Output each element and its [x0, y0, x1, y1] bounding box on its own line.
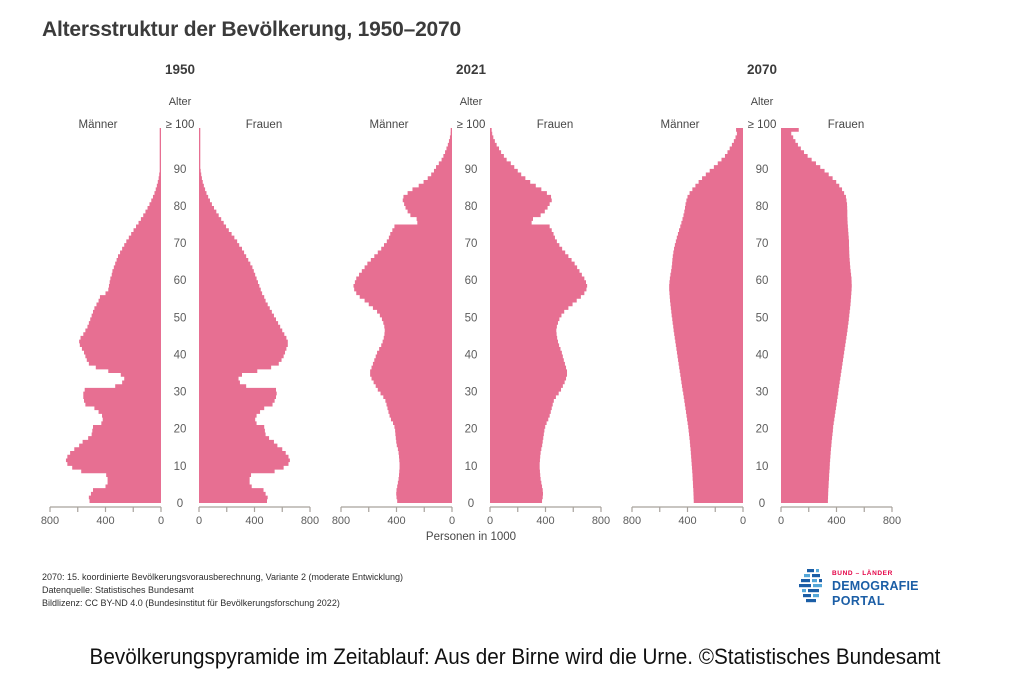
x-axis-tick-label: 800: [41, 515, 59, 527]
x-axis-tick-label: 800: [332, 515, 350, 527]
x-axis-tick-label: 0: [487, 515, 493, 527]
age-tick-label: 50: [174, 312, 187, 324]
age-tick-label: 80: [465, 201, 478, 213]
age-tick-label: 30: [465, 387, 478, 399]
age-tick-label: 40: [756, 349, 769, 361]
age-tick-label: 50: [465, 312, 478, 324]
top-age-label: ≥ 100: [747, 119, 777, 131]
age-axis-title: Alter: [750, 96, 774, 108]
x-axis-tick-label: 800: [623, 515, 641, 527]
demografie-portal-logo: BUND – LÄNDER DEMOGRAFIE PORTAL: [799, 569, 919, 608]
footnote-projection: 2070: 15. koordinierte Bevölkerungsvorau…: [42, 572, 404, 582]
logo-portal-text: PORTAL: [832, 594, 885, 608]
demografie-portal-logo-icon: [799, 569, 822, 603]
top-age-label: ≥ 100: [165, 119, 195, 131]
footnotes: 2070: 15. koordinierte Bevölkerungsvorau…: [42, 571, 403, 610]
age-tick-label: 70: [465, 238, 478, 250]
x-axis-tick-label: 0: [778, 515, 784, 527]
female-shape: [490, 128, 588, 503]
x-axis-tick-label: 0: [740, 515, 746, 527]
x-axis-tick-label: 400: [678, 515, 696, 527]
pyramid-year-label: 2021: [455, 62, 487, 77]
page-title: Altersstruktur der Bevölkerung, 1950–207…: [42, 18, 461, 41]
men-label: Männer: [369, 119, 409, 131]
pyramid-chart-2070: 800 400 0 800 400 0 0 10 20 30 40 50 60 70 80 90: [623, 128, 901, 527]
age-tick-label: 40: [465, 349, 478, 361]
x-axis-tick-label: 400: [245, 515, 263, 527]
age-tick-label: 30: [174, 387, 187, 399]
men-label: Männer: [78, 119, 118, 131]
age-tick-label: 30: [756, 387, 769, 399]
age-tick-label: 80: [174, 201, 187, 213]
x-axis-right: [489, 506, 602, 512]
pyramid-chart-1950: 800 400 0 800 400 0 0 10 20 30 40 50 60 70 80 90: [41, 128, 319, 527]
x-axis-left: [49, 506, 162, 512]
age-axis-title: Alter: [459, 96, 483, 108]
age-tick-label: 0: [759, 498, 765, 510]
age-tick-label: 10: [174, 461, 187, 473]
male-shape: [353, 128, 452, 503]
age-axis-title: Alter: [168, 96, 192, 108]
male-shape: [669, 128, 743, 503]
age-tick-label: 60: [756, 275, 769, 287]
x-axis-tick-label: 0: [158, 515, 164, 527]
age-tick-label: 60: [465, 275, 478, 287]
pyramid-2021: 2021 Alter Männer ≥ 100 Frauen 800 400 0 80…: [325, 60, 617, 570]
top-age-label: ≥ 100: [456, 119, 486, 131]
x-axis-right: [198, 506, 311, 512]
pyramid-1950: 1950 Alter Männer ≥ 100 Frauen 800 400 0 80…: [34, 60, 326, 570]
x-axis-left: [631, 506, 744, 512]
logo-bund-laender-text: BUND – LÄNDER: [832, 570, 893, 577]
age-tick-label: 10: [756, 461, 769, 473]
female-shape: [781, 128, 852, 503]
pyramid-2070: 2070 Alter Männer ≥ 100 Frauen 800 400 0 80…: [616, 60, 908, 570]
age-tick-label: 20: [756, 424, 769, 436]
logo-demografie-text: DEMOGRAFIE: [832, 579, 919, 593]
age-tick-label: 0: [468, 498, 474, 510]
x-axis-left: [340, 506, 453, 512]
age-tick-label: 20: [174, 424, 187, 436]
age-tick-label: 60: [174, 275, 187, 287]
x-axis-tick-label: 0: [449, 515, 455, 527]
x-axis-tick-label: 800: [883, 515, 901, 527]
x-axis-tick-label: 400: [827, 515, 845, 527]
age-tick-label: 70: [756, 238, 769, 250]
age-tick-label: 70: [174, 238, 187, 250]
population-pyramid-figure: Altersstruktur der Bevölkerung, 1950–207…: [34, 18, 919, 610]
x-axis-tick-label: 400: [536, 515, 554, 527]
pyramid-chart-2021: 800 400 0 800 400 0 0 10 20 30 40 50 60 70 80 90: [332, 128, 610, 527]
pyramid-year-label: 1950: [164, 62, 196, 77]
footnote-license: Bildlizenz: CC BY-ND 4.0 (Bundesinstitut…: [42, 598, 340, 608]
age-tick-label: 80: [756, 201, 769, 213]
x-axis-tick-label: 400: [387, 515, 405, 527]
women-label: Frauen: [827, 119, 865, 131]
age-tick-label: 90: [174, 164, 187, 176]
men-label: Männer: [660, 119, 700, 131]
age-tick-label: 20: [465, 424, 478, 436]
x-axis-tick-label: 800: [301, 515, 319, 527]
age-tick-label: 50: [756, 312, 769, 324]
age-tick-label: 90: [465, 164, 478, 176]
women-label: Frauen: [245, 119, 283, 131]
male-shape: [65, 128, 161, 503]
x-axis-tick-label: 800: [592, 515, 610, 527]
age-tick-label: 40: [174, 349, 187, 361]
age-tick-label: 90: [756, 164, 769, 176]
women-label: Frauen: [536, 119, 574, 131]
x-axis-unit-label: Personen in 1000: [425, 531, 517, 543]
age-tick-label: 10: [465, 461, 478, 473]
age-tick-label: 0: [177, 498, 183, 510]
female-shape: [199, 128, 290, 503]
pyramid-year-label: 2070: [746, 62, 778, 77]
image-caption: Bevölkerungspyramide im Zeitablauf: Aus …: [89, 644, 941, 669]
x-axis-right: [780, 506, 893, 512]
x-axis-tick-label: 400: [96, 515, 114, 527]
footnote-source: Datenquelle: Statistisches Bundesamt: [42, 585, 194, 595]
x-axis-tick-label: 0: [196, 515, 202, 527]
